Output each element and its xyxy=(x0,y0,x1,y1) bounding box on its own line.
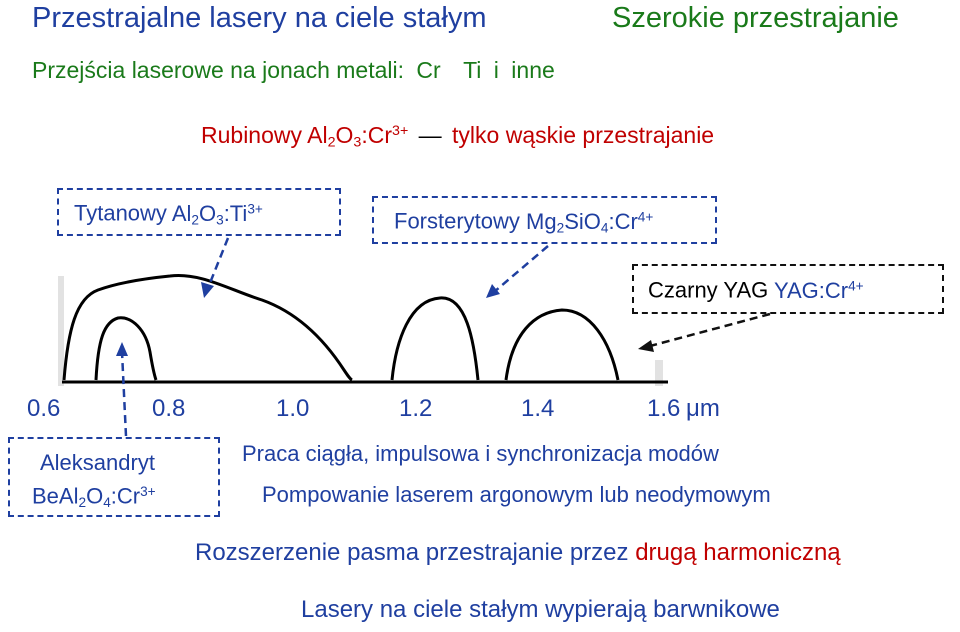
forsterite-sio: SiO xyxy=(564,208,601,234)
curve-yag xyxy=(504,308,620,381)
titanium-charge: 3+ xyxy=(247,201,263,216)
titanium-ion: :Ti xyxy=(223,200,248,226)
titanium-sub2: 2 xyxy=(191,211,199,227)
arrow-alexandrite xyxy=(120,351,128,437)
shg-highlight: drugą harmoniczną xyxy=(635,539,841,566)
ruby-dash: — xyxy=(418,122,442,148)
titanium-label: Tytanowy Al2O3:Ti3+ xyxy=(74,202,263,227)
ion-others: inne xyxy=(511,57,555,83)
ruby-al: Al xyxy=(307,122,328,148)
ion-and: i xyxy=(493,57,499,83)
forsterite-sub4: 4 xyxy=(600,219,609,235)
shg-text: Rozszerzenie pasma przestrajanie przez xyxy=(195,539,629,566)
ruby-charge: 3+ xyxy=(392,123,409,140)
transitions-label: Przejścia laserowe na jonach metali: xyxy=(32,57,405,83)
axis-unit: μm xyxy=(686,395,720,422)
alexandrite-charge: 3+ xyxy=(140,484,156,499)
yag-name: Czarny YAG xyxy=(648,277,769,303)
alexandrite-ion: :Cr xyxy=(110,483,141,509)
yag-formula-text: YAG:Cr xyxy=(773,277,849,303)
conclusion: Lasery na ciele stałym wypierają barwnik… xyxy=(301,596,780,623)
ion-ti: Ti xyxy=(463,57,482,83)
titanium-al: Al xyxy=(171,200,192,226)
axis-smudge xyxy=(58,276,663,386)
alexandrite-formula: BeAl2O4:Cr3+ xyxy=(32,485,156,510)
curve-forsterite xyxy=(390,296,480,381)
alexandrite-sub2: 2 xyxy=(78,494,87,510)
forsterite-charge: 4+ xyxy=(637,209,654,224)
forsterite-sub2: 2 xyxy=(556,219,565,235)
ruby-sub2: 2 xyxy=(327,134,336,151)
ruby-name: Rubinowy xyxy=(201,122,302,148)
arrowhead-forsterite xyxy=(486,284,500,298)
tick-1-4: 1.4 xyxy=(521,395,555,422)
ruby-formula: Al2O3:Cr3+ xyxy=(307,122,409,151)
pumping: Pompowanie laserem argonowym lub neodymo… xyxy=(262,482,771,507)
forsterite-name: Forsterytowy xyxy=(394,208,520,234)
forsterite-formula: Mg2SiO4:Cr4+ xyxy=(526,208,654,235)
arrow-forsterite xyxy=(493,245,549,293)
tick-0-8: 0.8 xyxy=(152,395,186,422)
ruby-sub3: 3 xyxy=(353,134,362,151)
arrow-yag xyxy=(649,312,771,348)
title-left: Przestrajalne lasery na ciele stałym xyxy=(32,2,487,34)
ruby-o: O xyxy=(335,122,354,148)
yag-formula: YAG:Cr4+ xyxy=(774,278,864,303)
ruby-line: Rubinowy Al2O3:Cr3+ — tylko wąskie przes… xyxy=(201,124,714,150)
forsterite-mg: Mg xyxy=(526,208,557,234)
titanium-sub3: 3 xyxy=(216,211,224,227)
tick-0-6: 0.6 xyxy=(27,395,61,422)
transitions-line: Przejścia laserowe na jonach metali: Cr … xyxy=(32,59,555,82)
alexandrite-beal: BeAl xyxy=(32,483,79,509)
alexandrite-box xyxy=(8,437,220,517)
arrowheads xyxy=(116,282,654,356)
titanium-name: Tytanowy xyxy=(74,200,167,226)
ruby-note: tylko wąskie przestrajanie xyxy=(452,122,715,148)
tick-1-2: 1.2 xyxy=(399,395,433,422)
yag-charge: 4+ xyxy=(848,278,864,293)
forsterite-ion: :Cr xyxy=(608,208,638,234)
arrow-titanium xyxy=(206,237,230,289)
operation-modes: Praca ciągła, impulsowa i synchronizacja… xyxy=(242,441,719,466)
alexandrite-o: O xyxy=(86,483,104,509)
title-right: Szerokie przestrajanie xyxy=(612,2,899,34)
yag-box xyxy=(632,264,944,314)
yag-label: Czarny YAG YAG:Cr4+ xyxy=(648,279,864,302)
arrowhead-yag xyxy=(638,340,654,352)
curve-alexandrite xyxy=(94,316,158,381)
titanium-formula: Al2O3:Ti3+ xyxy=(171,200,263,227)
shg-line: Rozszerzenie pasma przestrajanie przez d… xyxy=(195,541,841,565)
forsterite-label: Forsterytowy Mg2SiO4:Cr4+ xyxy=(394,210,653,235)
forsterite-box xyxy=(372,196,717,244)
ion-cr: Cr xyxy=(416,57,441,83)
tick-1-0: 1.0 xyxy=(276,395,310,422)
arrowhead-alexandrite xyxy=(116,342,128,356)
titanium-o: O xyxy=(198,200,217,226)
titanium-box xyxy=(57,188,341,236)
arrowhead-titanium xyxy=(201,282,214,298)
tick-1-6: 1.6 xyxy=(647,395,681,422)
ruby-ion: :Cr xyxy=(361,122,393,148)
alexandrite-name: Aleksandryt xyxy=(40,450,155,475)
alexandrite-sub4: 4 xyxy=(103,494,111,510)
